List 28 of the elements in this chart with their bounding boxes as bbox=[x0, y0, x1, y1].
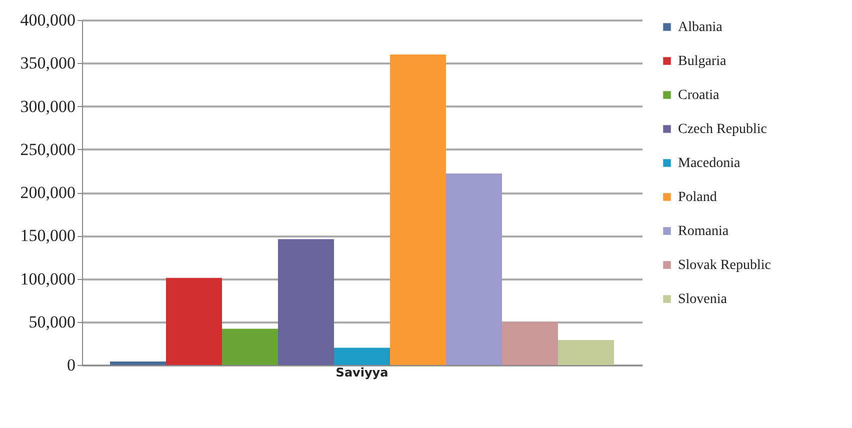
bar bbox=[446, 174, 502, 365]
legend-label: Croatia bbox=[678, 88, 720, 103]
y-tick-label: 100,000 bbox=[20, 269, 76, 288]
bar bbox=[558, 340, 614, 365]
bar bbox=[278, 239, 334, 365]
y-tick-label: 200,000 bbox=[20, 183, 76, 202]
bar bbox=[110, 362, 166, 365]
y-tick-label: 150,000 bbox=[20, 226, 76, 246]
bar bbox=[222, 328, 278, 365]
legend-label: Bulgaria bbox=[678, 54, 727, 69]
bar bbox=[334, 348, 390, 365]
legend-label: Slovak Republic bbox=[678, 258, 771, 273]
legend-label: Poland bbox=[678, 190, 717, 205]
y-tick-label: 250,000 bbox=[20, 140, 76, 159]
y-tick-label: 300,000 bbox=[20, 96, 76, 116]
y-tick-label: 0 bbox=[67, 356, 76, 374]
legend-label: Slovenia bbox=[678, 292, 728, 307]
y-tick-label: 50,000 bbox=[28, 312, 76, 332]
bar bbox=[390, 54, 446, 365]
legend-label: Albania bbox=[678, 20, 724, 35]
legend-label: Macedonia bbox=[678, 156, 741, 171]
legend-label: Romania bbox=[678, 224, 730, 239]
y-tick-label: 350,000 bbox=[20, 54, 76, 73]
legend-label: Czech Republic bbox=[678, 122, 768, 137]
bar bbox=[502, 322, 558, 365]
bar bbox=[166, 278, 222, 365]
x-tick-label: Saviyya bbox=[336, 366, 388, 380]
y-tick-label: 400,000 bbox=[20, 10, 76, 30]
